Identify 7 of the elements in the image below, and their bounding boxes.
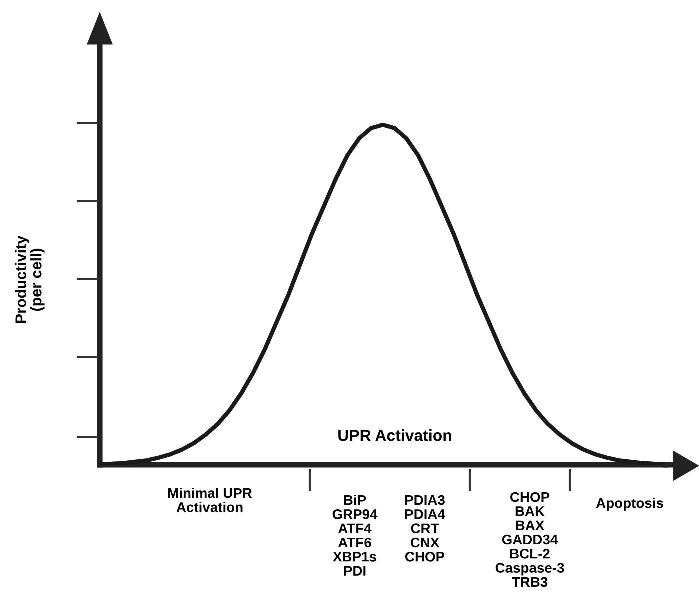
x-axis-title: UPR Activation — [338, 430, 452, 442]
text: BiP GRP94 ATF4 ATF6 XBP1s PDI — [332, 495, 378, 576]
y-axis-title: Productivity (per cell) — [15, 236, 45, 324]
text: PDIA3 PDIA4 CRT CNX CHOP — [405, 495, 446, 562]
text: Apoptosis — [596, 498, 664, 511]
text: CHOP BAK BAX GADD34 BCL-2 Caspase-3 TRB3 — [496, 492, 564, 588]
text: Minimal UPR Activation — [168, 488, 252, 512]
